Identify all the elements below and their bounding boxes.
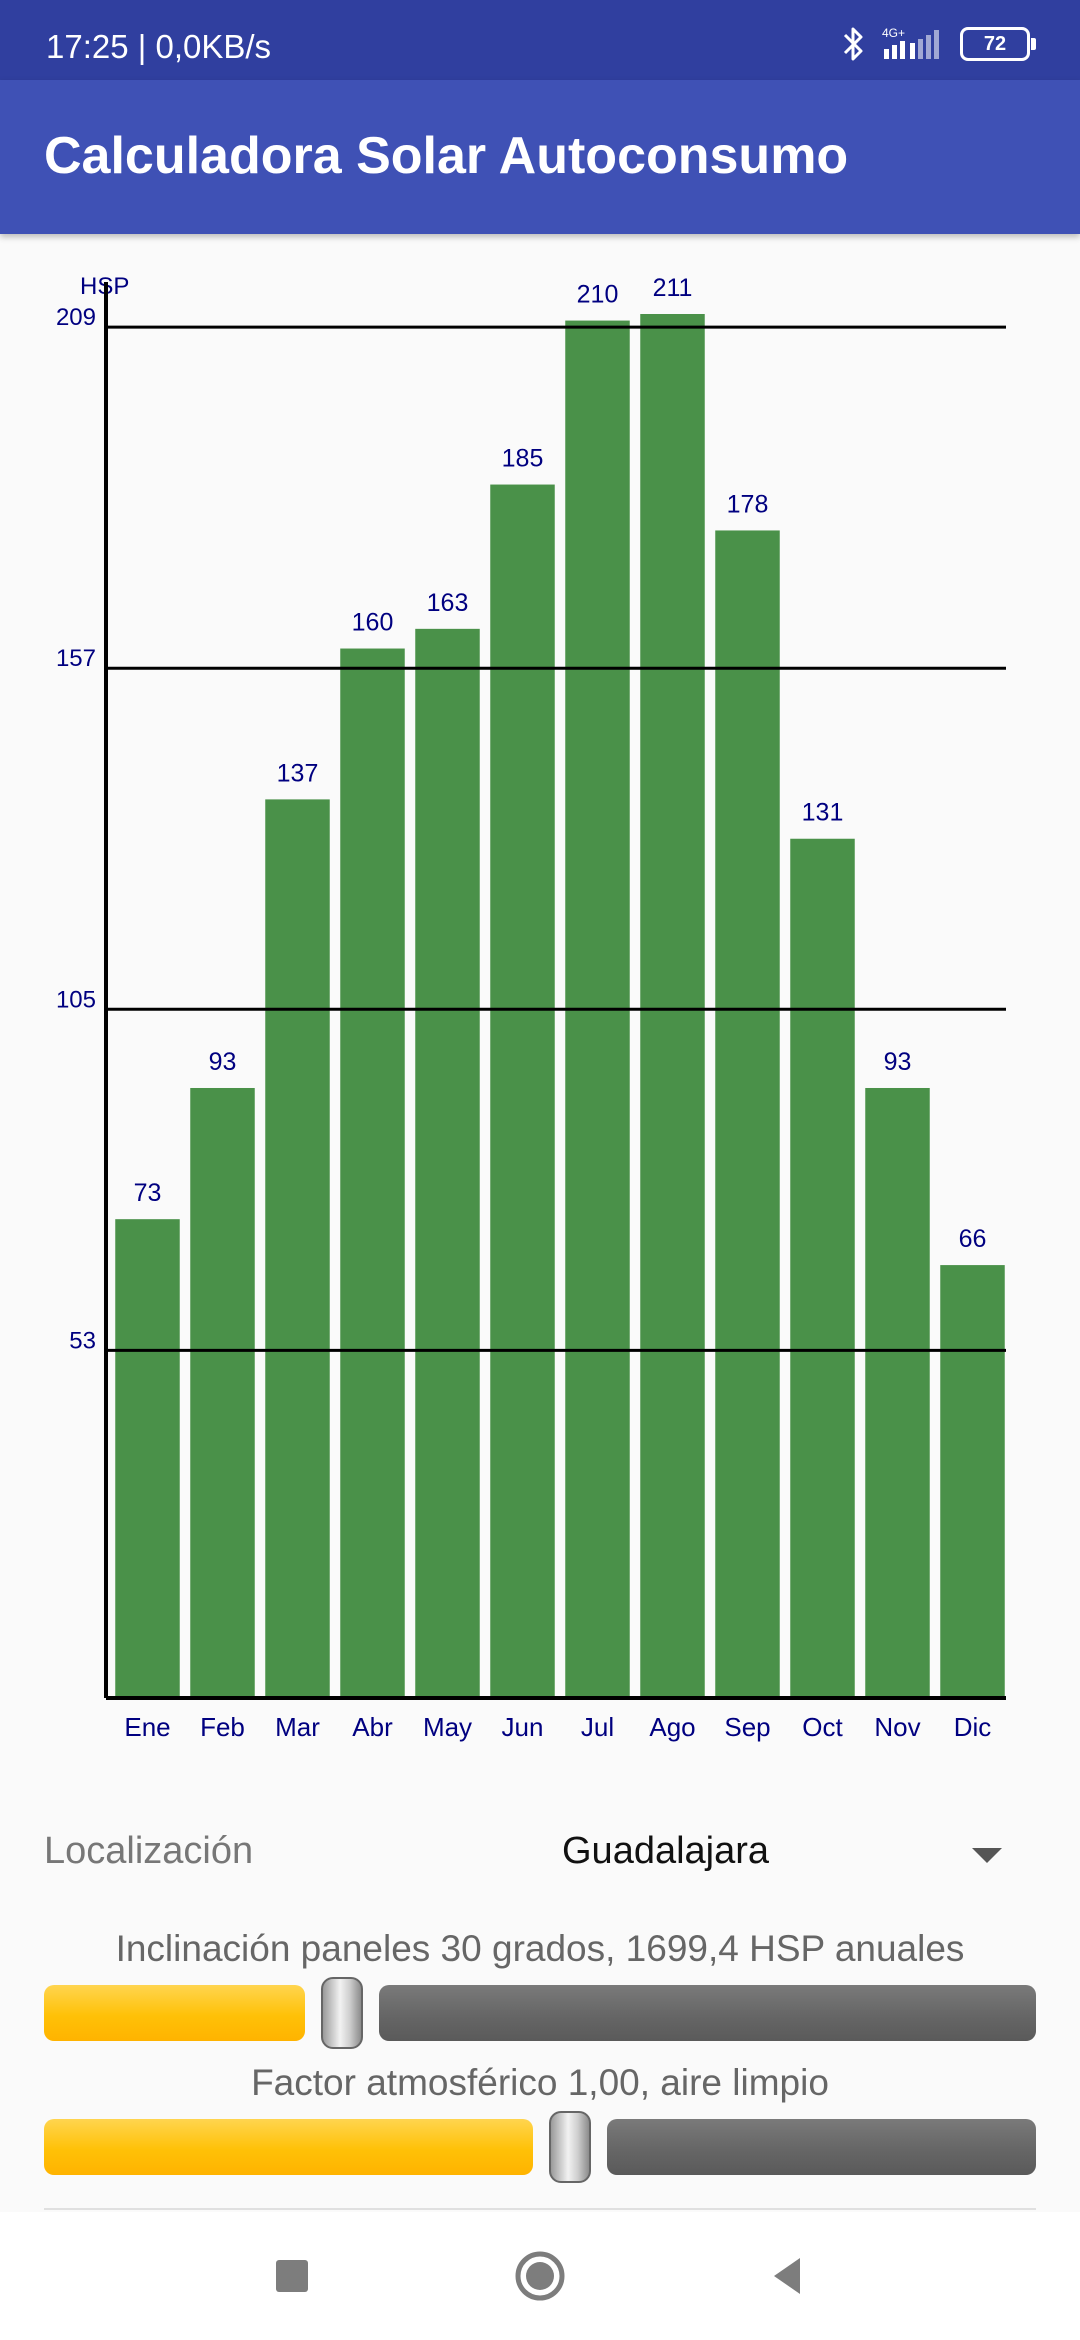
divider (44, 2208, 1036, 2210)
status-icons: 4G+ 72 (842, 24, 1036, 64)
slider-fill (44, 1985, 305, 2041)
x-tick-label: Ene (124, 1712, 170, 1742)
x-tick-label: Sep (724, 1712, 770, 1742)
atmospheric-factor-label: Factor atmosférico 1,00, aire limpio (251, 2062, 829, 2103)
bar-feb (190, 1087, 255, 1698)
slider-track (606, 2119, 1036, 2175)
bar-jun (490, 484, 555, 1698)
signal-icon: 4G+ (882, 26, 939, 59)
x-tick-label: Nov (874, 1712, 920, 1742)
bar-value-label: 185 (502, 445, 544, 473)
bar-value-label: 66 (959, 1225, 987, 1253)
bar-may (415, 628, 480, 1698)
back-button[interactable] (758, 2246, 818, 2306)
x-tick-label: Abr (352, 1712, 393, 1742)
bar-dic (940, 1265, 1005, 1698)
bar-ago (640, 314, 705, 1698)
x-tick-label: Dic (954, 1712, 992, 1742)
slider-thumb[interactable] (548, 2111, 591, 2183)
bar-value-label: 178 (727, 490, 769, 518)
bar-value-label: 93 (209, 1048, 237, 1076)
x-tick-label: Jul (581, 1712, 614, 1742)
bar-ene (115, 1219, 180, 1698)
slider-track (378, 1985, 1036, 2041)
location-label: Localización (44, 1830, 254, 1872)
bar-value-label: 160 (352, 609, 394, 637)
y-tick-label: 157 (56, 645, 96, 672)
x-tick-label: May (423, 1712, 472, 1742)
location-row: Localización Guadalajara (0, 1820, 1080, 1890)
bar-value-label: 73 (134, 1179, 162, 1207)
status-bar: 17:25 | 0,0KB/s 4G+ 72 (0, 0, 1080, 80)
inclination-label: Inclinación paneles 30 grados, 1699,4 HS… (115, 1928, 965, 1969)
navigation-bar (0, 2212, 1080, 2340)
bar-value-label: 131 (802, 799, 844, 827)
network-type-label: 4G+ (882, 26, 905, 40)
home-button[interactable] (510, 2246, 570, 2306)
bar-sep (715, 530, 780, 1698)
bar-value-label: 137 (277, 759, 319, 787)
status-time-speed: 17:25 | 0,0KB/s (46, 28, 272, 65)
recents-button[interactable] (262, 2246, 322, 2306)
inclination-slider[interactable] (44, 1977, 1036, 2049)
bar-value-label: 211 (653, 274, 693, 302)
x-tick-label: Jun (502, 1712, 544, 1742)
battery-icon: 72 (960, 27, 1036, 61)
hsp-bar-chart: HSP 73Ene93Feb137Mar160Abr163May185Jun21… (0, 234, 1080, 1774)
y-tick-label: 53 (69, 1327, 96, 1354)
app-bar: Calculadora Solar Autoconsumo (0, 80, 1080, 234)
location-dropdown[interactable]: Guadalajara (540, 1820, 1020, 1890)
location-value: Guadalajara (562, 1830, 770, 1872)
bar-value-label: 93 (884, 1048, 912, 1076)
bar-nov (865, 1087, 930, 1698)
bluetooth-icon (843, 27, 863, 61)
bar-value-label: 163 (427, 589, 469, 617)
battery-level: 72 (983, 32, 1007, 55)
app-title: Calculadora Solar Autoconsumo (44, 127, 849, 185)
bar-mar (265, 799, 330, 1698)
slider-fill (44, 2119, 533, 2175)
dropdown-arrow-icon (972, 1848, 1002, 1863)
bar-oct (790, 838, 855, 1698)
y-tick-label: 209 (56, 304, 96, 331)
bar-value-label: 210 (577, 281, 619, 309)
y-tick-label: 105 (56, 986, 96, 1013)
bar-abr (340, 648, 405, 1698)
atmospheric-factor-slider[interactable] (44, 2111, 1036, 2183)
x-tick-label: Ago (649, 1712, 695, 1742)
slider-thumb[interactable] (320, 1977, 363, 2049)
chart-svg: HSP 73Ene93Feb137Mar160Abr163May185Jun21… (56, 273, 1006, 1742)
x-tick-label: Mar (275, 1712, 320, 1742)
x-tick-label: Oct (802, 1712, 843, 1742)
x-tick-label: Feb (200, 1712, 245, 1742)
